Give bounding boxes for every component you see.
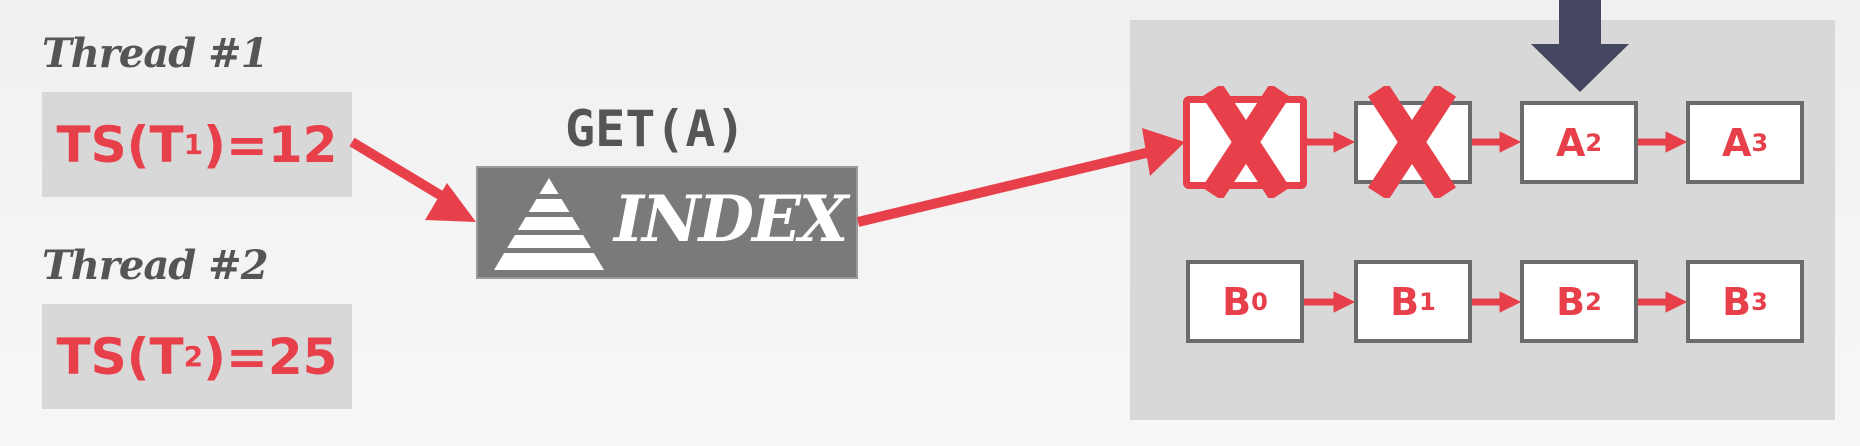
version-letter: B <box>1390 279 1420 324</box>
arrow-index-to-chain <box>856 147 1152 227</box>
version-letter: A <box>1721 120 1752 165</box>
index-label: INDEX <box>614 182 848 257</box>
version-letter: B <box>1722 279 1752 324</box>
thread-1-label: Thread #1 <box>42 30 269 77</box>
ts-suffix: )=12 <box>203 115 338 174</box>
version-letter: A <box>1555 120 1586 165</box>
arrow-a1-a2-head <box>1499 131 1522 153</box>
version-storage-panel <box>1130 20 1835 420</box>
arrow-b1-b2-head <box>1499 291 1522 313</box>
pointer-down-icon <box>1531 0 1629 92</box>
version-letter: B <box>1222 279 1252 324</box>
get-operation-label: GET(A) <box>565 100 746 158</box>
thread-2-label: Thread #2 <box>42 242 269 289</box>
deleted-cross-icon <box>1201 86 1291 198</box>
deleted-cross-icon <box>1367 86 1457 198</box>
arrow-b2-b3-head <box>1665 291 1688 313</box>
arrow-b0-b1-head <box>1333 291 1356 313</box>
arrow-a0-a1-head <box>1333 131 1356 153</box>
index-box: INDEX <box>476 166 858 279</box>
arrow-a2-a3-head <box>1665 131 1688 153</box>
arrow-thread-to-index-head <box>425 183 476 222</box>
thread-2-timestamp: TS(T 2)=25 <box>42 304 352 409</box>
ts-prefix: TS(T <box>56 327 184 386</box>
arrow-thread-to-index <box>349 137 448 203</box>
arrow-index-to-chain-head <box>1142 128 1185 176</box>
thread-1-timestamp: TS(T 1)=12 <box>42 92 352 197</box>
pyramid-icon <box>494 178 604 270</box>
version-letter: B <box>1556 279 1586 324</box>
ts-suffix: )=25 <box>203 327 338 386</box>
ts-prefix: TS(T <box>56 115 184 174</box>
